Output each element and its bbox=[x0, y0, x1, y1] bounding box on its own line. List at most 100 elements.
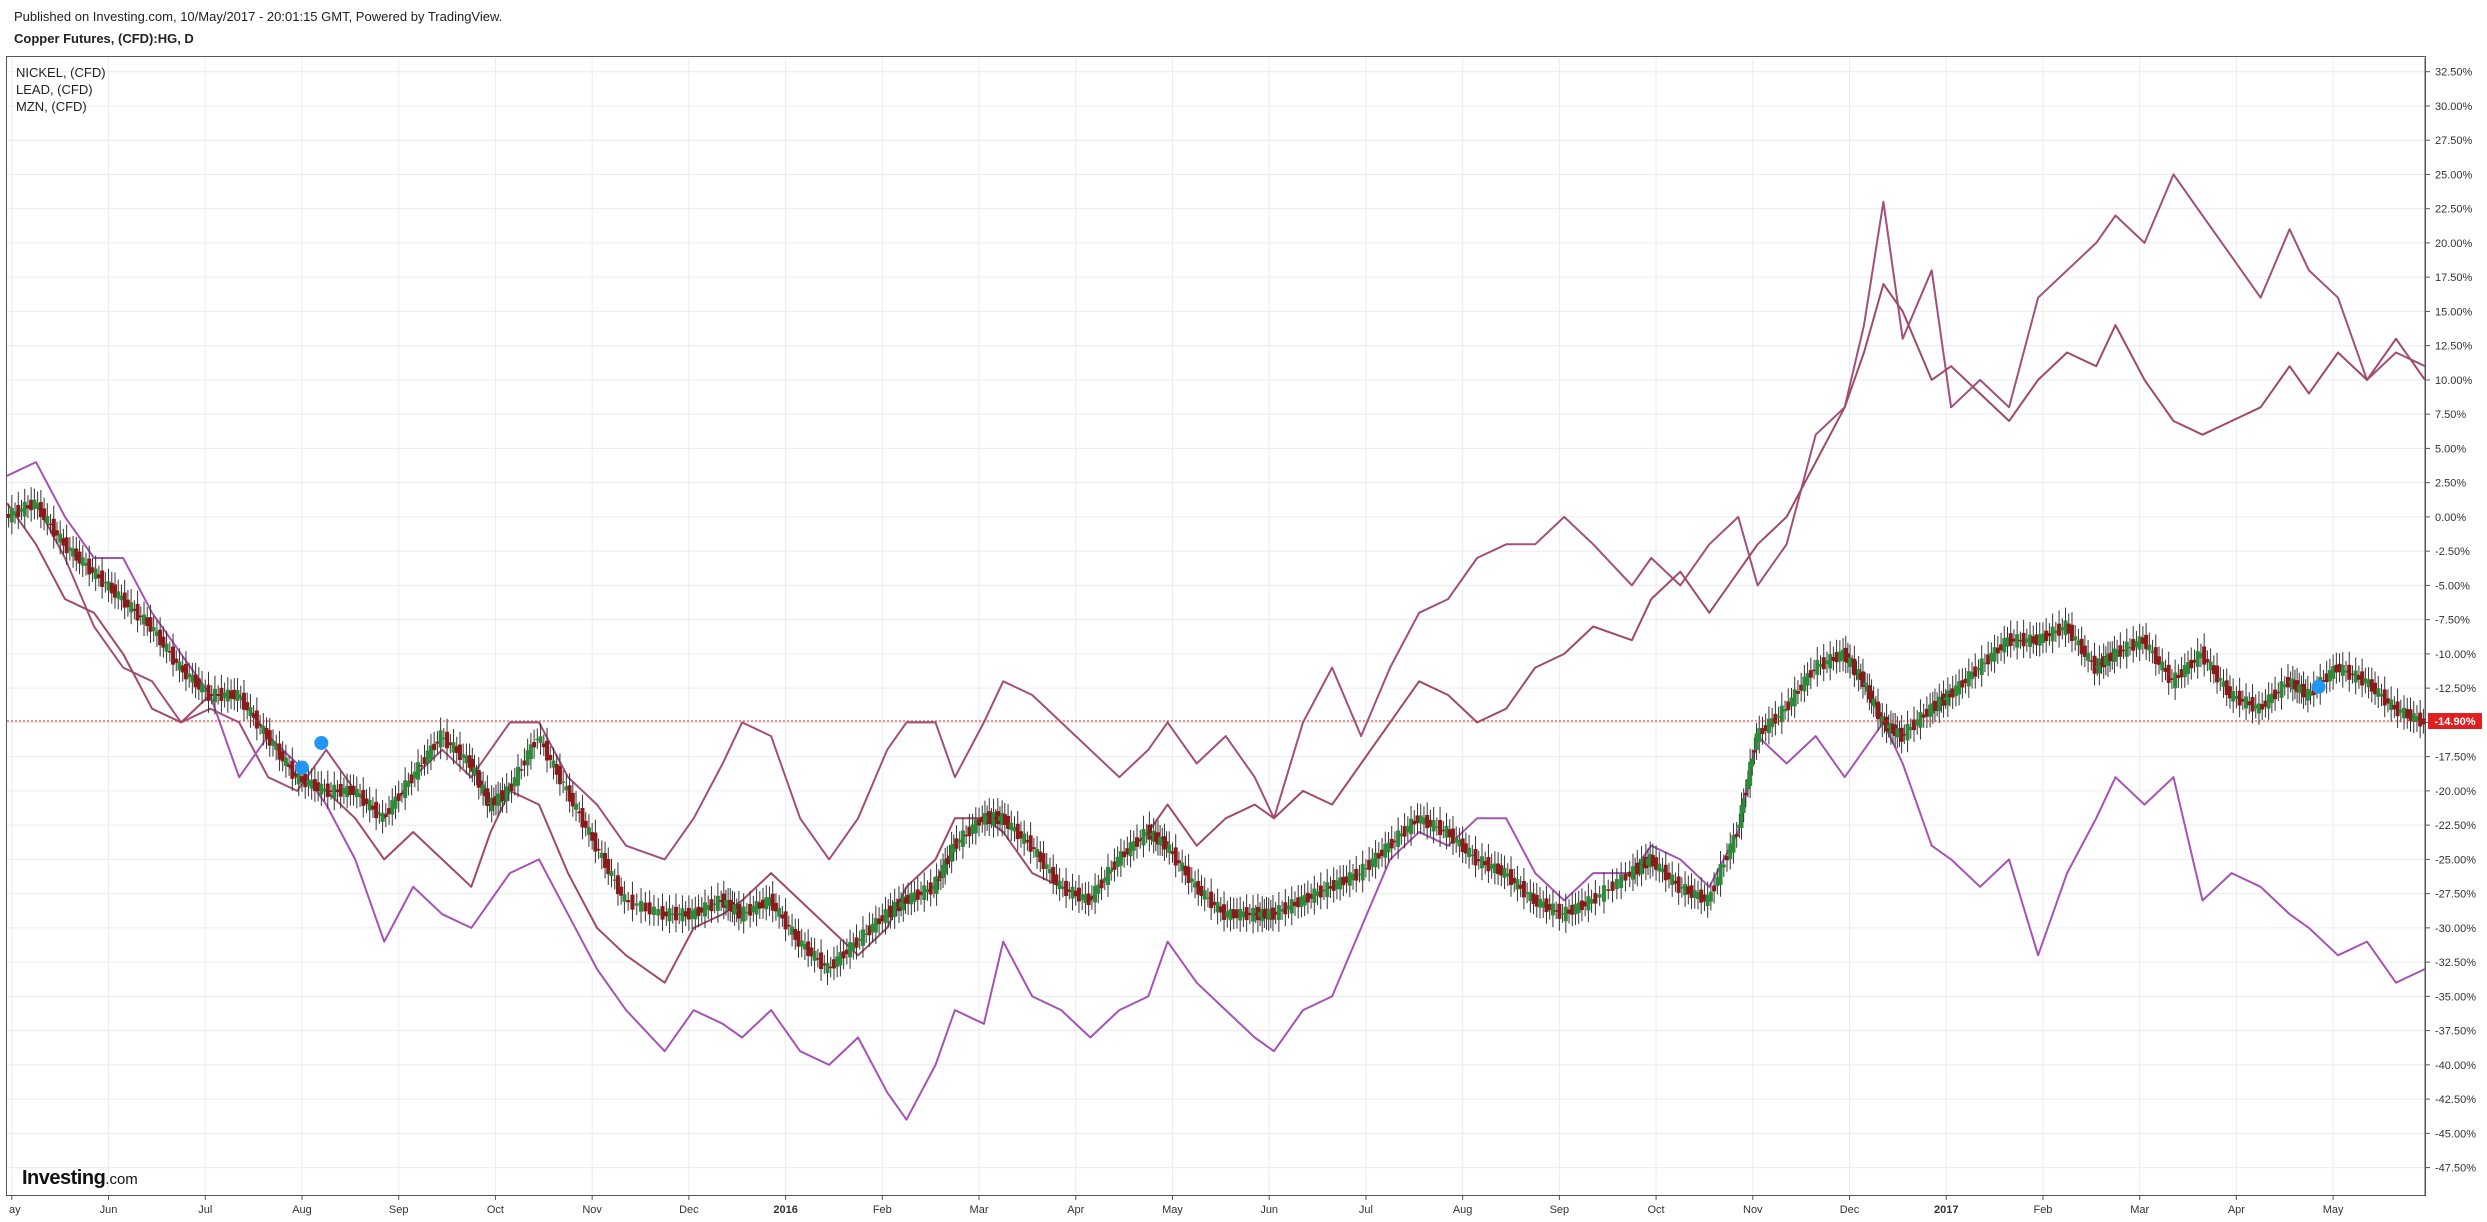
x-tick-label: Feb bbox=[2033, 1204, 2052, 1216]
candle-body bbox=[1865, 685, 1870, 692]
candle-body bbox=[790, 926, 795, 935]
candle-body bbox=[561, 781, 566, 783]
candle-body bbox=[919, 891, 924, 896]
x-tick-label: Aug bbox=[1453, 1204, 1473, 1216]
x-tick-label: Aug bbox=[292, 1204, 312, 1216]
candle-body bbox=[2208, 661, 2213, 671]
candle-body bbox=[1502, 867, 1507, 878]
candle-body bbox=[838, 952, 843, 966]
candle-body bbox=[312, 779, 317, 792]
candle-body bbox=[419, 765, 424, 767]
candle-body bbox=[145, 617, 150, 627]
candle-body bbox=[1760, 728, 1765, 735]
candle-body bbox=[606, 858, 611, 875]
candle-body bbox=[630, 894, 635, 910]
candle-body bbox=[677, 913, 682, 916]
candle-body bbox=[254, 710, 259, 729]
candle-body bbox=[2363, 678, 2368, 684]
candle-body bbox=[1873, 706, 1878, 708]
candle-body bbox=[2005, 637, 2010, 647]
candle-body bbox=[1155, 832, 1160, 845]
y-tick-label: -42.50% bbox=[2435, 1094, 2476, 1106]
candle-body bbox=[1630, 866, 1635, 880]
candle-body bbox=[860, 929, 865, 946]
candle-body bbox=[2331, 666, 2336, 679]
candle-body bbox=[1164, 841, 1169, 849]
candle-body bbox=[1852, 658, 1857, 676]
x-tick-label: May bbox=[2323, 1204, 2344, 1216]
candle-body bbox=[19, 508, 24, 512]
candle-body bbox=[1144, 832, 1149, 835]
candle-body bbox=[1660, 868, 1665, 873]
candle-body bbox=[1895, 728, 1900, 738]
candle-body bbox=[2299, 686, 2304, 694]
candle-body bbox=[1597, 894, 1602, 898]
candle-body bbox=[577, 811, 582, 814]
candle-body bbox=[1786, 701, 1791, 711]
candle-body bbox=[1773, 713, 1778, 724]
candle-body bbox=[467, 755, 472, 768]
candle-body bbox=[2002, 638, 2007, 653]
candle-body bbox=[2308, 691, 2313, 696]
candle-body bbox=[1180, 862, 1185, 872]
candle-body bbox=[991, 812, 996, 826]
candle-body bbox=[225, 689, 230, 702]
candle-body bbox=[1135, 837, 1140, 847]
candle-body bbox=[1309, 894, 1314, 899]
candle-body bbox=[1396, 830, 1401, 847]
candle-body bbox=[1038, 851, 1043, 863]
candle-body bbox=[1745, 779, 1750, 789]
candle-body bbox=[1076, 887, 1081, 902]
candle-body bbox=[1241, 911, 1246, 918]
candle-body bbox=[2218, 677, 2223, 681]
candle-body bbox=[2398, 709, 2403, 713]
candle-body bbox=[1253, 913, 1258, 916]
candle-body bbox=[1283, 902, 1288, 915]
candle-body bbox=[1009, 822, 1014, 831]
candle-body bbox=[1296, 897, 1301, 908]
candle-body bbox=[425, 750, 430, 764]
candle-body bbox=[1247, 912, 1252, 916]
candle-body bbox=[1976, 667, 1981, 671]
candle-body bbox=[1089, 896, 1094, 900]
candle-body bbox=[248, 707, 253, 717]
x-tick-label: Jul bbox=[1359, 1204, 1373, 1216]
candle-body bbox=[1354, 868, 1359, 881]
candle-body bbox=[1741, 798, 1746, 813]
candle-body bbox=[987, 811, 992, 825]
candle-body bbox=[2366, 679, 2371, 688]
candle-body bbox=[1637, 867, 1642, 870]
candle-body bbox=[332, 784, 337, 799]
candle-body bbox=[593, 832, 598, 852]
candle-body bbox=[1421, 817, 1426, 825]
candle-body bbox=[1431, 819, 1436, 832]
current-price-label: -14.90% bbox=[2435, 716, 2476, 728]
candle-body bbox=[1766, 718, 1771, 734]
candle-body bbox=[1376, 853, 1381, 859]
candle-body bbox=[1897, 731, 1902, 737]
candle-body bbox=[2227, 686, 2232, 699]
candle-body bbox=[35, 503, 40, 509]
candle-body bbox=[77, 551, 82, 564]
candle-body bbox=[2282, 684, 2287, 688]
candle-body bbox=[190, 674, 195, 683]
candle-body bbox=[1918, 712, 1923, 728]
candle-body bbox=[1752, 750, 1757, 753]
candle-body bbox=[1841, 649, 1846, 661]
candle-body bbox=[478, 780, 483, 788]
candle-body bbox=[2153, 647, 2158, 665]
candle-body bbox=[780, 914, 785, 919]
candle-body bbox=[719, 900, 724, 903]
x-tick-label: Jun bbox=[1260, 1204, 1278, 1216]
candle-body bbox=[1880, 716, 1885, 726]
event-marker-icon bbox=[314, 735, 329, 750]
candle-body bbox=[1183, 865, 1188, 876]
candle-body bbox=[1586, 896, 1591, 911]
candle-body bbox=[989, 817, 994, 820]
candle-body bbox=[1828, 654, 1833, 669]
candle-body bbox=[338, 783, 343, 797]
candle-body bbox=[980, 816, 985, 823]
candle-body bbox=[1125, 848, 1130, 855]
candle-body bbox=[1255, 906, 1260, 921]
